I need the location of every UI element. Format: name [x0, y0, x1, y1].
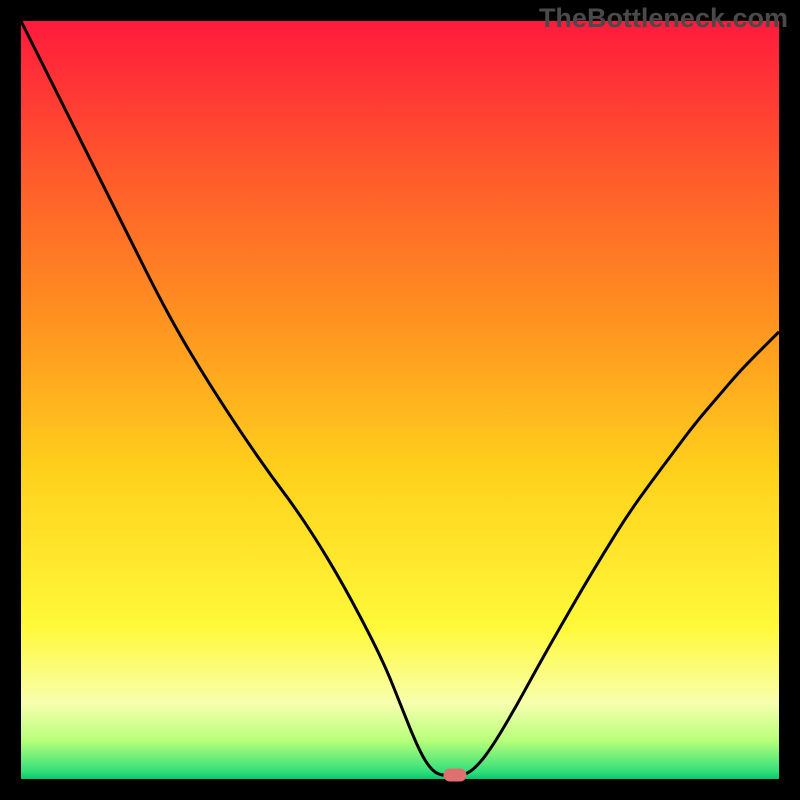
chart-frame: TheBottleneck.com: [0, 0, 800, 800]
optimal-point-marker: [444, 769, 467, 782]
plot-area: [21, 21, 779, 779]
bottleneck-curve: [21, 21, 779, 779]
watermark-text: TheBottleneck.com: [539, 3, 788, 34]
